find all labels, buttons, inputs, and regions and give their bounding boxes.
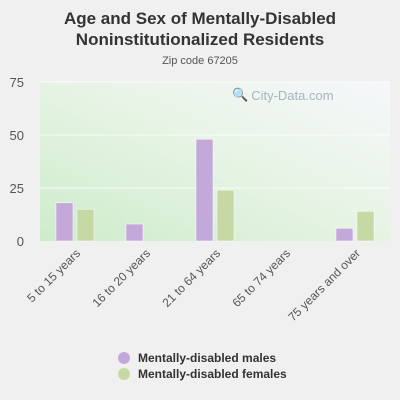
x-tick-label: 16 to 20 years bbox=[89, 246, 153, 310]
legend-label-females: Mentally-disabled females bbox=[138, 367, 287, 381]
legend-label-males: Mentally-disabled males bbox=[138, 351, 277, 365]
bar-females bbox=[216, 189, 235, 242]
plot-area bbox=[40, 82, 390, 241]
legend-item-males: Mentally-disabled males bbox=[118, 350, 287, 366]
bar-males bbox=[195, 138, 214, 242]
bar-females bbox=[76, 208, 95, 242]
chart-title: Age and Sex of Mentally-Disabled Noninst… bbox=[0, 8, 400, 50]
watermark-text: City-Data.com bbox=[251, 87, 334, 103]
bar-males bbox=[335, 228, 354, 242]
y-tick-label: 50 bbox=[10, 128, 24, 143]
chart-title-line1: Age and Sex of Mentally-Disabled bbox=[63, 9, 337, 28]
legend-swatch-females bbox=[118, 368, 130, 380]
y-tick-label: 25 bbox=[10, 181, 24, 196]
x-tick-label: 21 to 64 years bbox=[159, 246, 223, 310]
watermark: 🔍 City-Data.com bbox=[232, 87, 334, 103]
x-tick-label: 5 to 15 years bbox=[24, 246, 83, 305]
legend-swatch-males bbox=[118, 352, 130, 364]
bar-males bbox=[55, 202, 74, 242]
chart-subtitle: Zip code 67205 bbox=[162, 55, 238, 67]
x-tick-label: 75 years and over bbox=[285, 246, 363, 324]
magnifier-icon: 🔍 bbox=[232, 87, 249, 102]
chart-title-line2: Noninstitutionalized Residents bbox=[75, 30, 325, 49]
y-tick-label: 0 bbox=[17, 234, 24, 249]
legend: Mentally-disabled males Mentally-disable… bbox=[118, 350, 287, 382]
y-tick-label: 75 bbox=[10, 75, 24, 90]
x-tick-label: 65 to 74 years bbox=[229, 246, 293, 310]
bar-males bbox=[125, 223, 144, 242]
bar-females bbox=[356, 211, 375, 242]
legend-item-females: Mentally-disabled females bbox=[118, 366, 287, 382]
